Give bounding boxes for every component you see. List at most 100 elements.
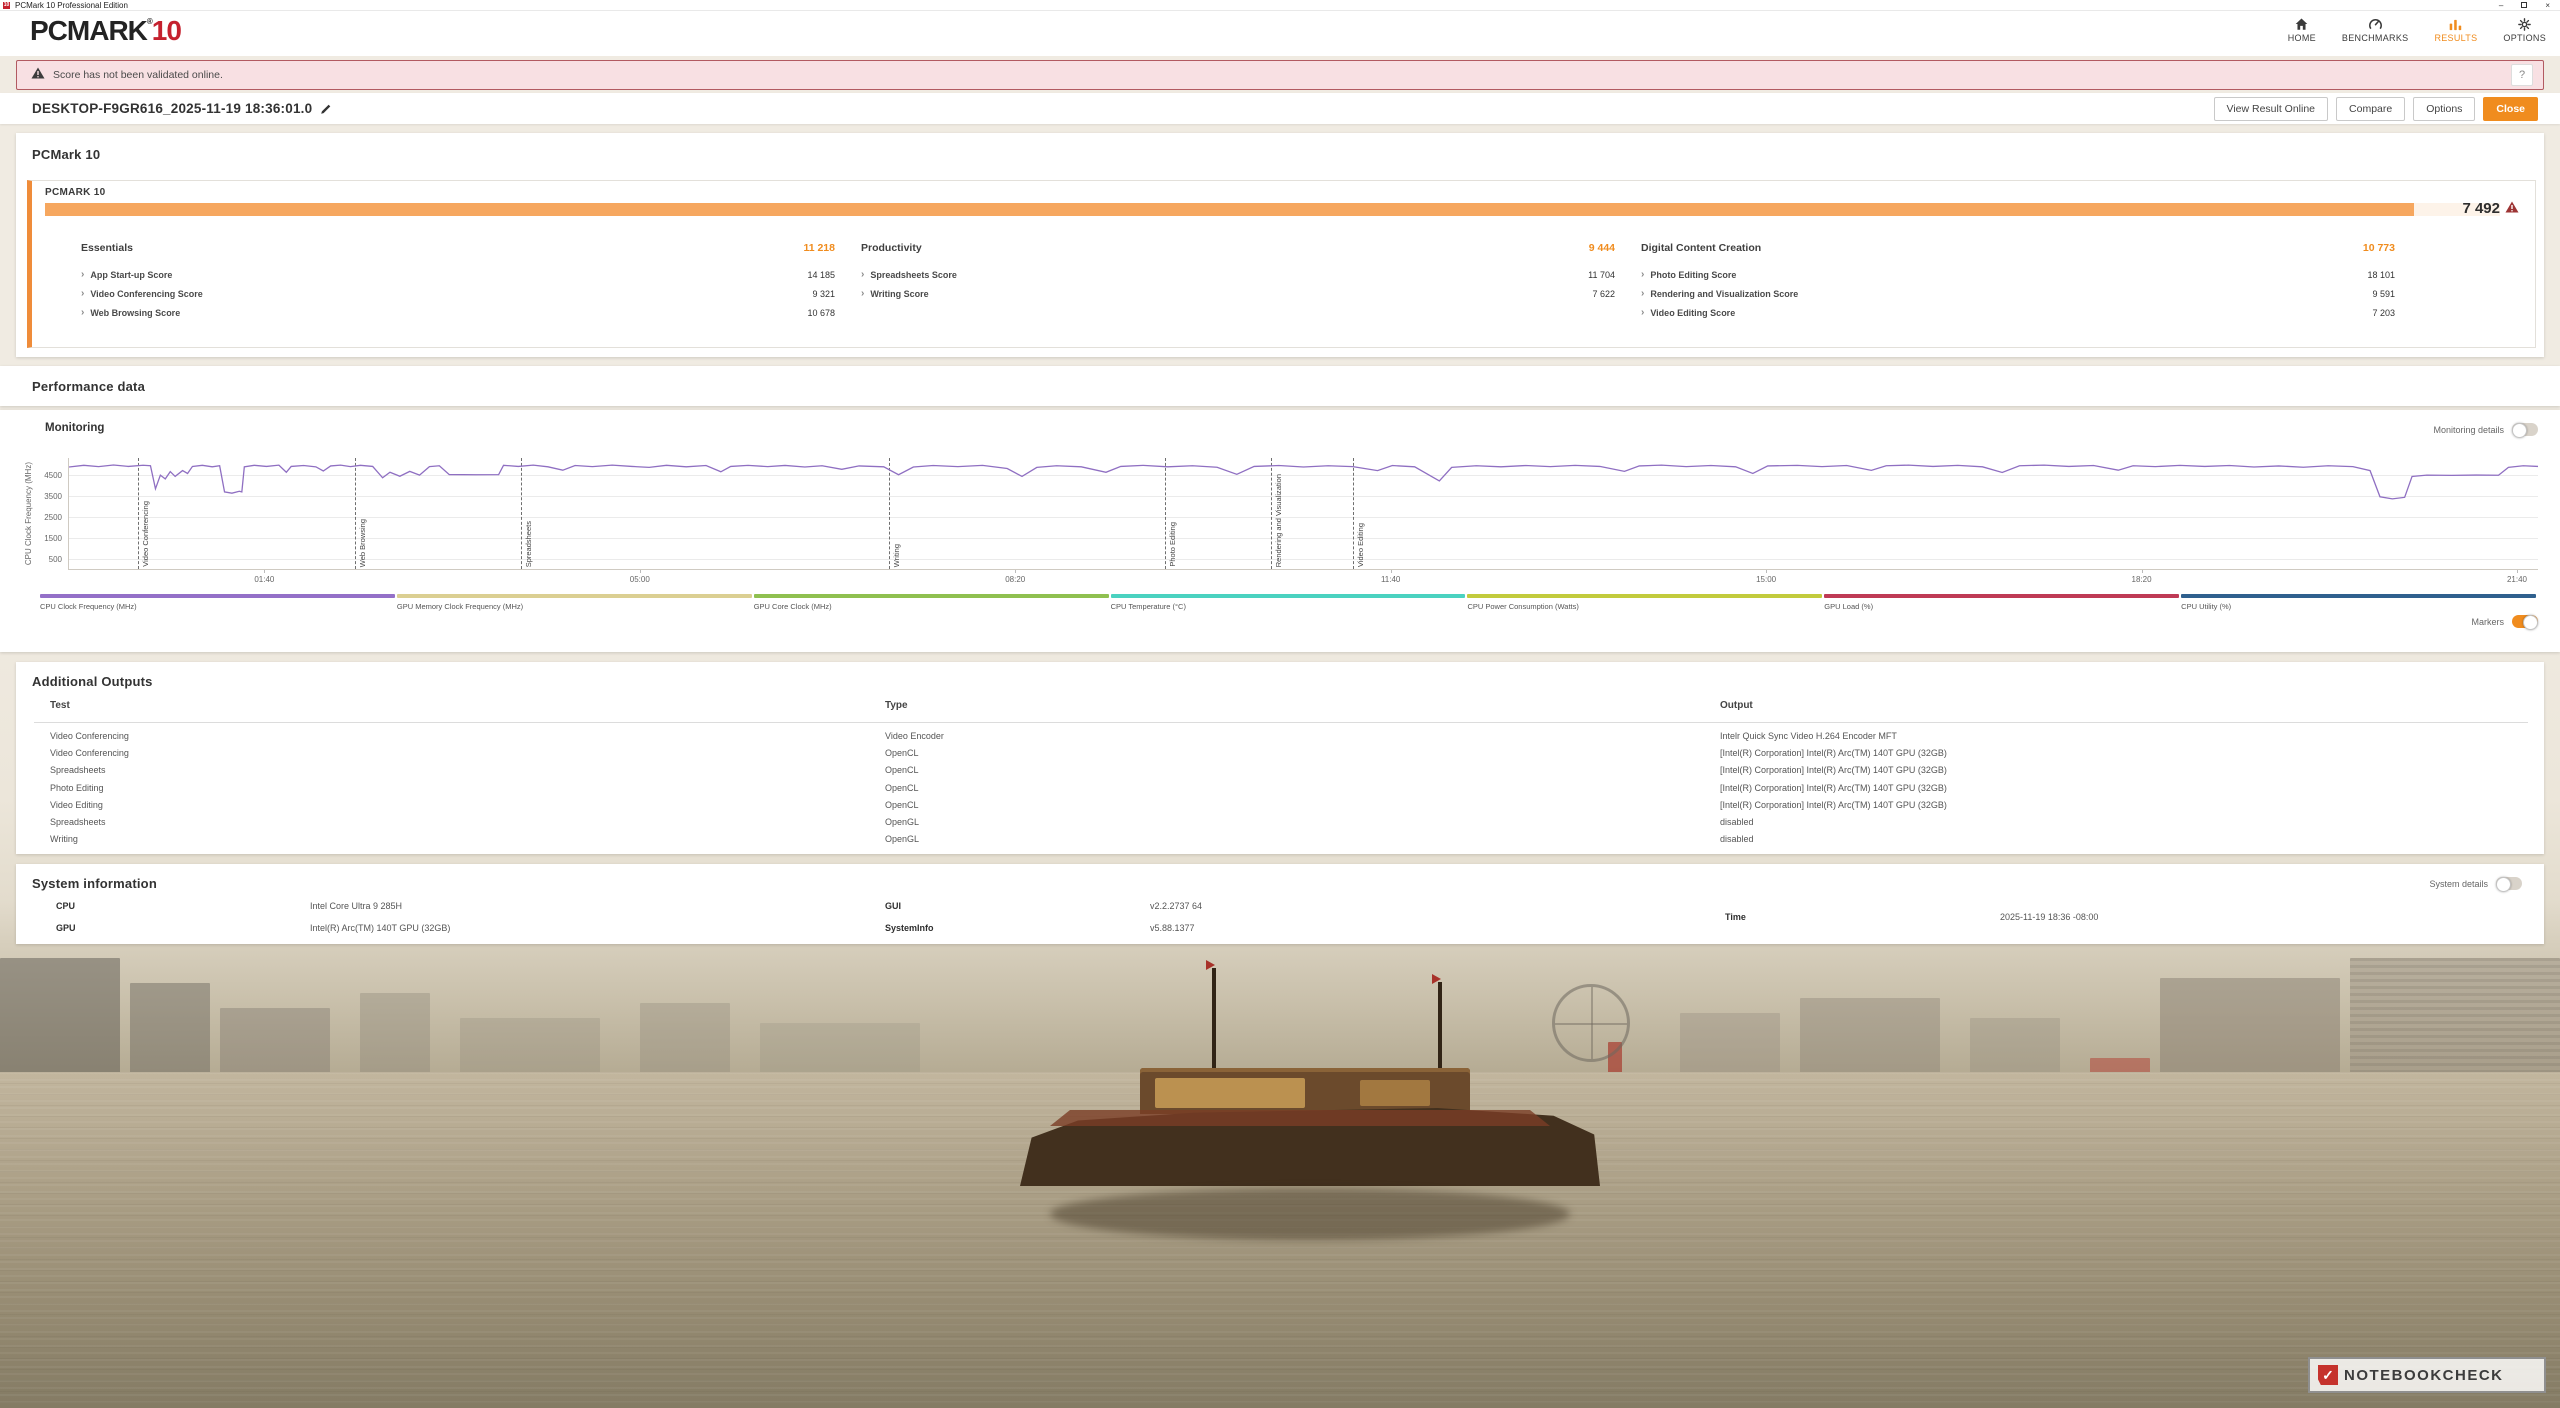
group-score: 9 444 — [1588, 242, 1615, 254]
close-window-button[interactable]: × — [2545, 0, 2550, 10]
x-tick-label: 21:40 — [2506, 575, 2528, 584]
legend-label: CPU Power Consumption (Watts) — [1467, 602, 1579, 611]
chart-line — [69, 464, 2538, 500]
system-label-time: Time — [1725, 912, 1746, 922]
item-label: App Start-up Score — [90, 269, 173, 280]
item-label: Writing Score — [870, 288, 929, 299]
output-cell: OpenCL — [885, 765, 919, 776]
output-cell: OpenCL — [885, 748, 919, 759]
group-score: 11 218 — [803, 242, 835, 254]
output-cell: [Intel(R) Corporation] Intel(R) Arc(TM) … — [1720, 765, 1947, 776]
nav-label: RESULTS — [2434, 33, 2478, 43]
workload-marker: Video Conferencing — [138, 458, 150, 569]
output-cell: OpenCL — [885, 799, 919, 810]
score-item-web-browsing-score[interactable]: › Web Browsing Score 10 678 — [81, 303, 835, 322]
x-tick-label: 01:40 — [254, 575, 275, 584]
legend-swatch — [396, 594, 752, 598]
item-value: 10 678 — [807, 307, 835, 318]
close-button[interactable]: Close — [2483, 96, 2538, 121]
chevron-right-icon: › — [81, 268, 85, 280]
legend-label: CPU Temperature (°C) — [1110, 602, 1186, 611]
edit-icon[interactable] — [320, 103, 332, 115]
item-label: Rendering and Visualization Score — [1650, 288, 1799, 299]
output-cell: [Intel(R) Corporation] Intel(R) Arc(TM) … — [1720, 799, 1947, 810]
monitoring-details-row: Monitoring details — [2433, 423, 2538, 438]
nav-home[interactable]: HOME — [2288, 16, 2316, 43]
system-value-time: 2025-11-19 18:36 -08:00 — [2000, 912, 2099, 922]
gridline — [69, 538, 2538, 540]
score-section: PCMark 10 PCMARK 10 7 492 Essentials 11 2… — [16, 133, 2544, 357]
result-header-bar: DESKTOP-F9GR616_2025-11-19 18:36:01.0 Vi… — [0, 93, 2560, 124]
score-item-rendering-and-visualization-score[interactable]: › Rendering and Visualization Score 9 591 — [1641, 284, 2395, 303]
output-row: Spreadsheets OpenGL disabled — [16, 814, 2544, 831]
group-name: Essentials — [81, 242, 133, 254]
nav-results[interactable]: RESULTS — [2434, 16, 2477, 43]
pcmark-logo: PCMARK®10 — [30, 15, 182, 46]
score-item-app-start-up-score[interactable]: › App Start-up Score 14 185 — [81, 265, 835, 284]
output-cell: Video Encoder — [885, 731, 944, 741]
result-actions: View Result Online Compare Options Close — [2213, 96, 2538, 121]
output-cell: Video Editing — [50, 799, 103, 810]
view-result-online-button[interactable]: View Result Online — [2213, 96, 2329, 121]
system-label-systeminfo: SystemInfo — [885, 923, 934, 933]
markers-toggle[interactable] — [2512, 615, 2538, 630]
item-value: 18 101 — [2367, 269, 2395, 280]
score-bar-fill — [45, 203, 2415, 216]
monitoring-details-toggle[interactable] — [2512, 423, 2538, 438]
warning-icon — [31, 66, 45, 84]
y-tick-label: 3500 — [44, 492, 62, 502]
system-value-cpu: Intel Core Ultra 9 285H — [310, 901, 403, 911]
gridline — [69, 517, 2538, 519]
outputs-table-header: Test Type Output — [16, 700, 2544, 718]
system-details-label: System details — [2429, 878, 2488, 889]
system-value-gpu: Intel(R) Arc(TM) 140T GPU (32GB) — [310, 923, 451, 933]
score-item-writing-score[interactable]: › Writing Score 7 622 — [861, 284, 1615, 303]
legend-item: CPU Clock Frequency (MHz) — [40, 594, 397, 611]
workload-marker: Photo Editing — [1165, 458, 1177, 569]
legend-label: CPU Clock Frequency (MHz) — [40, 602, 137, 611]
help-button[interactable]: ? — [2511, 64, 2533, 86]
legend-item: CPU Temperature (°C) — [1110, 594, 1468, 611]
options-button[interactable]: Options — [2413, 96, 2476, 121]
output-cell: OpenGL — [885, 834, 920, 845]
outputs-heading: Additional Outputs — [32, 674, 153, 689]
options-icon — [2517, 16, 2532, 32]
legend-swatch — [40, 594, 395, 598]
legend-item: CPU Power Consumption (Watts) — [1467, 594, 1824, 611]
output-cell: disabled — [1720, 816, 1754, 827]
y-tick-label: 4500 — [44, 470, 62, 480]
maximize-button[interactable] — [2521, 2, 2528, 8]
chevron-right-icon: › — [81, 306, 85, 318]
nav-label: OPTIONS — [2503, 33, 2546, 43]
output-cell: [Intel(R) Corporation] Intel(R) Arc(TM) … — [1720, 748, 1947, 759]
output-cell: OpenGL — [885, 816, 920, 827]
group-name: Productivity — [861, 242, 922, 254]
chevron-right-icon: › — [861, 268, 865, 280]
score-item-photo-editing-score[interactable]: › Photo Editing Score 18 101 — [1641, 265, 2395, 284]
nav-options[interactable]: OPTIONS — [2503, 16, 2546, 43]
ferris-wheel — [1552, 984, 1630, 1062]
minimize-button[interactable]: – — [2498, 0, 2504, 10]
score-item-video-conferencing-score[interactable]: › Video Conferencing Score 9 321 — [81, 284, 835, 303]
score-item-video-editing-score[interactable]: › Video Editing Score 7 203 — [1641, 303, 2395, 322]
result-title: DESKTOP-F9GR616_2025-11-19 18:36:01.0 — [32, 101, 313, 116]
legend-swatch — [1467, 594, 1823, 598]
output-cell: [Intel(R) Corporation] Intel(R) Arc(TM) … — [1720, 782, 1947, 793]
output-row: Video Conferencing Video Encoder Intelr Qu… — [16, 728, 2544, 745]
compare-button[interactable]: Compare — [2336, 96, 2406, 121]
overall-score: 7 492 — [2462, 200, 2519, 217]
chevron-right-icon: › — [1641, 268, 1645, 280]
chevron-right-icon: › — [1641, 306, 1645, 318]
outputs-column-type: Type — [885, 700, 908, 711]
output-cell: Video Conferencing — [50, 731, 129, 741]
legend-swatch — [2181, 594, 2537, 598]
system-details-toggle[interactable] — [2496, 877, 2522, 892]
performance-section: Performance data — [0, 366, 2560, 406]
nav-benchmarks[interactable]: BENCHMARKS — [2342, 16, 2409, 43]
item-label: Spreadsheets Score — [870, 269, 957, 280]
system-information-section: System information System details CPU Int… — [16, 864, 2544, 944]
score-warning-icon — [2505, 200, 2519, 217]
legend-swatch — [753, 594, 1109, 598]
score-section-heading: PCMark 10 — [32, 147, 101, 162]
score-item-spreadsheets-score[interactable]: › Spreadsheets Score 11 704 — [861, 265, 1615, 284]
